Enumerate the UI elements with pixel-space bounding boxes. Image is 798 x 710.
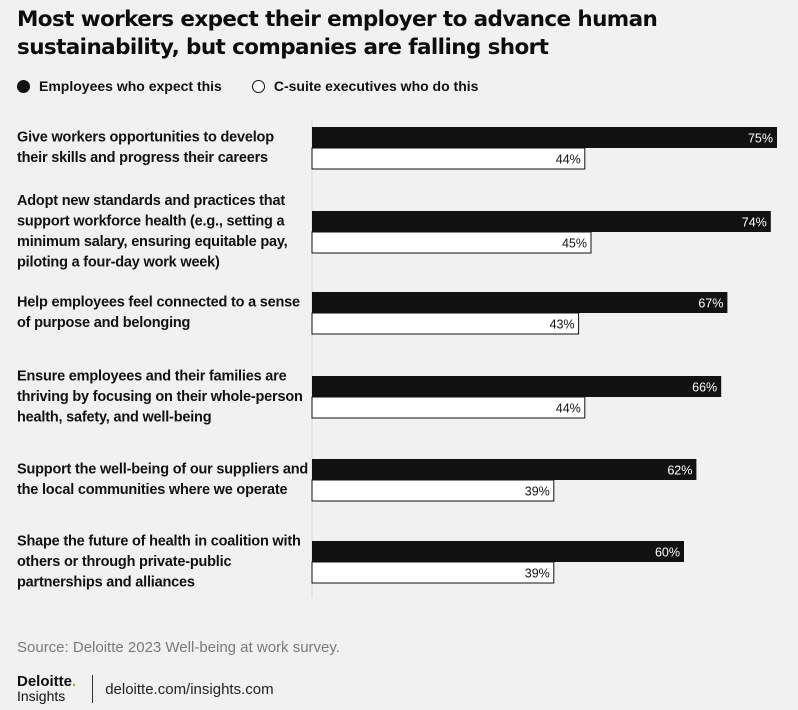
bar-executives [311, 561, 555, 584]
category-label-line: others or through private-public [17, 554, 231, 570]
source-note: Source: Deloitte 2023 Well-being at work… [17, 639, 340, 656]
category-label-line: support workforce health (e.g., setting … [17, 214, 285, 230]
bar-executives [311, 312, 580, 335]
category-label-line: Support the well-being of our suppliers … [17, 462, 308, 478]
category-label-line: health, safety, and well-being [17, 410, 211, 426]
logo-brand-name: Deloitte [17, 673, 73, 690]
footer-divider [92, 675, 94, 703]
category-label-line: Ensure employees and their families are [17, 369, 287, 385]
footer-url-link[interactable]: deloitte.com/insights.com [105, 680, 274, 698]
data-label-executives: 39% [525, 485, 550, 499]
category-label-line: Help employees feel connected to a sense [17, 295, 300, 311]
category-label-line: of purpose and belonging [17, 315, 190, 331]
logo-brand-subtitle: Insights [17, 688, 66, 704]
legend-label-employees: Employees who expect this [39, 78, 222, 94]
category-label-line: minimum salary, ensuring equitable pay, [17, 234, 288, 250]
legend-item-employees: Employees who expect this [17, 78, 222, 94]
deloitte-insights-logo: Deloitte. Insights [17, 673, 77, 704]
legend-swatch-employees [17, 79, 30, 93]
category-label-line: Shape the future of health in coalition … [17, 534, 301, 550]
bar-employees [312, 459, 697, 480]
category-label-line: piloting a four-day work week) [17, 255, 220, 271]
category-label-line: partnerships and alliances [17, 575, 195, 591]
data-label-executives: 43% [550, 318, 575, 332]
category-label-line: thriving by focusing on their whole-pers… [17, 389, 303, 405]
category-label-line: Give workers opportunities to develop [17, 130, 274, 146]
bar-executives [311, 147, 586, 170]
legend-label-executives: C-suite executives who do this [273, 78, 479, 94]
chart-legend: Employees who expect this C-suite execut… [17, 76, 508, 96]
data-label-employees: 66% [692, 381, 717, 395]
data-label-employees: 67% [698, 297, 723, 311]
data-label-executives: 45% [562, 237, 587, 251]
data-label-employees: 74% [742, 216, 767, 230]
legend-swatch-executives [251, 79, 265, 93]
bar-employees [312, 541, 684, 562]
bar-employees [312, 292, 728, 313]
footer: Deloitte. Insights deloitte.com/insights… [17, 674, 274, 704]
data-label-executives: 39% [525, 567, 550, 581]
legend-item-executives: C-suite executives who do this [251, 78, 479, 94]
logo-brand-dot: . [72, 673, 77, 690]
bar-executives [311, 396, 586, 419]
data-label-employees: 75% [748, 132, 773, 146]
data-label-employees: 62% [667, 464, 692, 478]
bar-chart: Give workers opportunities to develop the… [17, 120, 777, 598]
bar-employees [312, 376, 722, 397]
bar-executives [311, 479, 555, 502]
category-label-line: the local communities where we operate [17, 482, 288, 498]
bar-executives [311, 231, 592, 254]
data-label-employees: 60% [655, 546, 680, 560]
data-label-executives: 44% [556, 153, 581, 167]
category-label-line: their skills and progress their careers [17, 150, 268, 166]
category-label-line: Adopt new standards and practices that [17, 193, 285, 209]
chart-title: Most workers expect their employer to ad… [17, 7, 658, 60]
bar-employees [312, 127, 777, 148]
bar-employees [312, 211, 771, 232]
data-label-executives: 44% [556, 402, 581, 416]
